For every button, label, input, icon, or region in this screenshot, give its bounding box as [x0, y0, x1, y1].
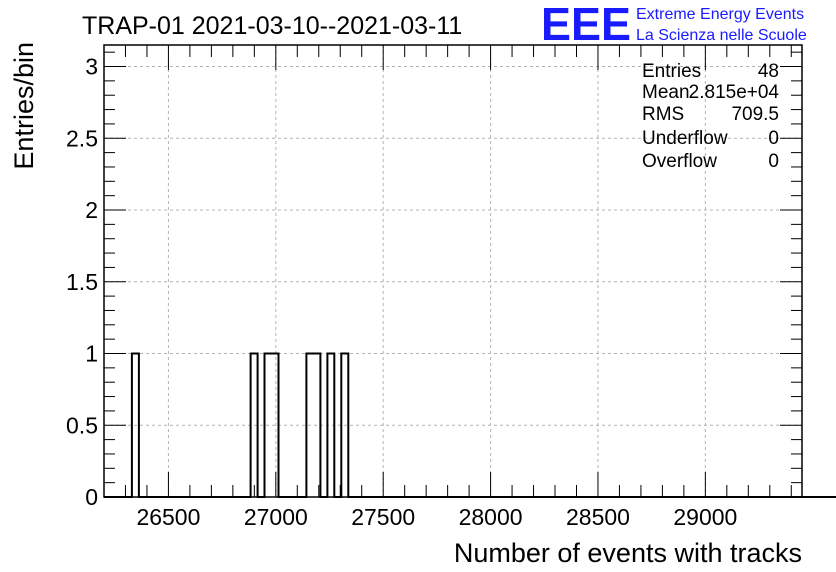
eee-logo-text: EEE: [541, 0, 631, 50]
y-tick-label: 1.5: [66, 269, 98, 295]
eee-logo: EEE Extreme Energy Events La Scienza nel…: [541, 0, 807, 50]
stats-box: Entries 48 Mean 2.815e+04 RMS 709.5 Unde…: [642, 61, 779, 172]
x-tick-labels: 26500 27000 27500 28000 28500 29000: [136, 504, 737, 530]
stats-entries-label: Entries: [642, 61, 701, 82]
axis-ticks: [103, 45, 802, 498]
plot-frame: [103, 44, 803, 498]
y-tick-label: 2: [85, 197, 98, 223]
y-tick-label: 0: [85, 484, 98, 510]
y-tick-label: 0.5: [66, 412, 98, 438]
chart-title: TRAP-01 2021-03-10--2021-03-11: [82, 12, 462, 40]
y-axis-label: Entries/bin: [9, 42, 39, 170]
x-tick-label: 27000: [244, 504, 308, 530]
y-tick-label: 2.5: [66, 125, 98, 151]
x-tick-label: 26500: [136, 504, 200, 530]
x-tick-label: 29000: [673, 504, 737, 530]
stats-overflow-value: 0: [768, 151, 779, 172]
stats-rms-label: RMS: [642, 104, 684, 125]
stats-rms-value: 709.5: [731, 104, 779, 125]
grid-lines: [104, 45, 802, 497]
eee-logo-line2: La Scienza nelle Scuole: [636, 27, 807, 44]
x-axis-label: Number of events with tracks: [454, 538, 802, 568]
x-tick-label: 27500: [351, 504, 415, 530]
x-tick-label: 28000: [459, 504, 523, 530]
eee-logo-line1: Extreme Energy Events: [636, 6, 804, 23]
y-tick-labels: 0 0.5 1 1.5 2 2.5 3: [66, 54, 98, 510]
stats-underflow-value: 0: [768, 128, 779, 149]
stats-underflow-label: Underflow: [642, 128, 728, 149]
y-tick-label: 1: [85, 341, 98, 367]
stats-entries-value: 48: [758, 61, 779, 82]
y-tick-label: 3: [85, 54, 98, 80]
stats-overflow-label: Overflow: [642, 151, 717, 172]
x-tick-label: 28500: [566, 504, 630, 530]
stats-mean-label: Mean: [642, 82, 690, 103]
stats-mean-value: 2.815e+04: [689, 82, 780, 103]
